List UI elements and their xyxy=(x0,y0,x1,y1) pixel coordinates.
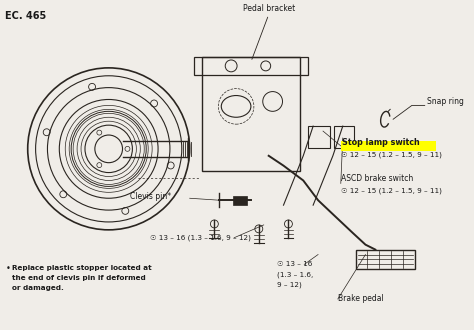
Text: ☉ 13 – 16 (1.3 – 1.6, 9 – 12): ☉ 13 – 16 (1.3 – 1.6, 9 – 12) xyxy=(150,235,251,241)
FancyBboxPatch shape xyxy=(341,141,436,151)
Text: Pedal bracket: Pedal bracket xyxy=(243,4,295,13)
FancyBboxPatch shape xyxy=(233,196,247,205)
Text: the end of clevis pin if deformed: the end of clevis pin if deformed xyxy=(12,275,146,281)
Text: Snap ring: Snap ring xyxy=(427,97,464,106)
Text: ☉ 13 – 16: ☉ 13 – 16 xyxy=(277,261,312,267)
Text: 9 – 12): 9 – 12) xyxy=(277,281,301,288)
Text: Brake pedal: Brake pedal xyxy=(338,294,383,304)
Text: or damaged.: or damaged. xyxy=(12,285,64,291)
Text: •: • xyxy=(6,264,11,274)
Text: ASCD brake switch: ASCD brake switch xyxy=(341,174,413,183)
Text: Stop lamp switch: Stop lamp switch xyxy=(342,138,419,148)
Text: EC. 465: EC. 465 xyxy=(5,11,46,20)
Text: Clevis pin*: Clevis pin* xyxy=(130,192,172,201)
Text: ☉ 12 – 15 (1.2 – 1.5, 9 – 11): ☉ 12 – 15 (1.2 – 1.5, 9 – 11) xyxy=(341,151,442,158)
Text: (1.3 – 1.6,: (1.3 – 1.6, xyxy=(277,271,313,278)
Text: Replace plastic stopper located at: Replace plastic stopper located at xyxy=(12,265,152,271)
Text: ☉ 12 – 15 (1.2 – 1.5, 9 – 11): ☉ 12 – 15 (1.2 – 1.5, 9 – 11) xyxy=(341,187,442,194)
